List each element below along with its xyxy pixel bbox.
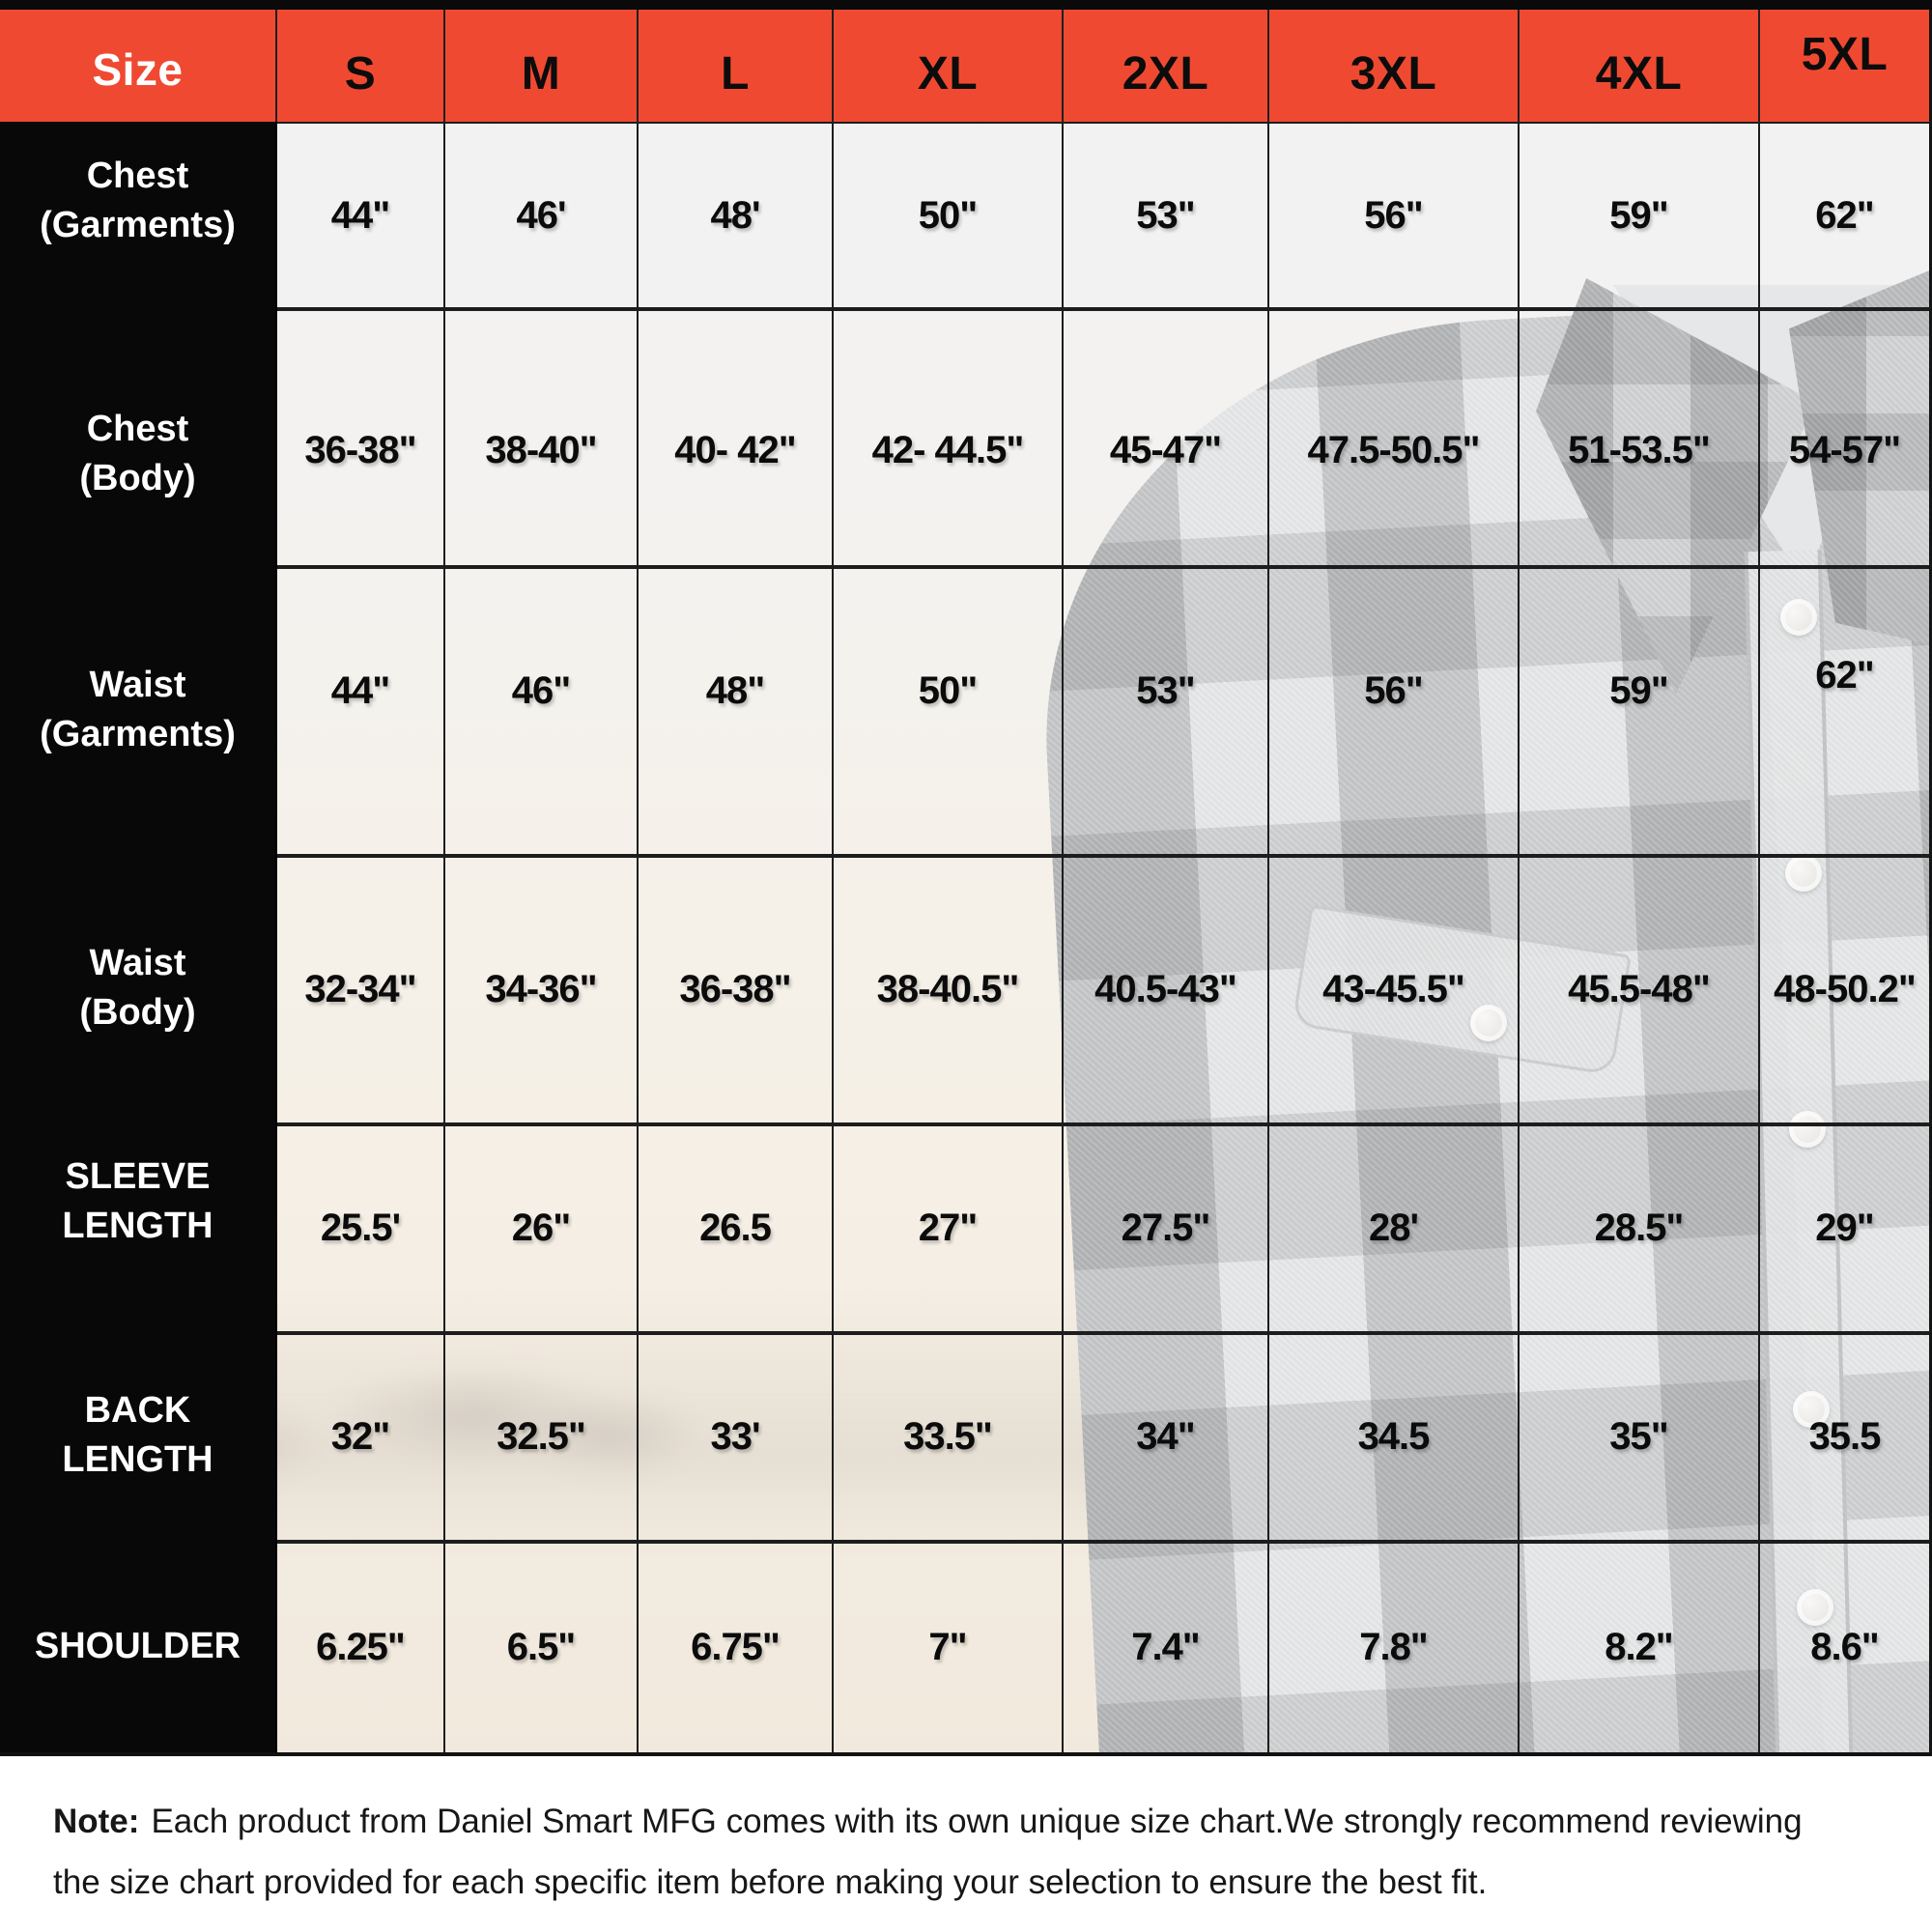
col-header-2xl: 2XL	[1064, 10, 1269, 122]
table-cell: 7.8"	[1269, 1540, 1520, 1752]
table-cell: 25.5'	[277, 1122, 445, 1331]
table-cell: 46"	[445, 565, 639, 854]
size-chart-table: Size S M L XL 2XL 3XL 4XL 5XL Chest (Gar…	[0, 10, 1932, 1752]
table-cell: 51-53.5"	[1520, 307, 1760, 565]
row-label-line: (Body)	[79, 457, 196, 498]
table-cell: 27.5"	[1064, 1122, 1269, 1331]
table-cell: 34.5	[1269, 1331, 1520, 1540]
row-label-waist-body: Waist (Body)	[0, 854, 277, 1122]
table-cell: 32"	[277, 1331, 445, 1540]
table-cell: 59"	[1520, 565, 1760, 854]
row-label-back-length: BACK LENGTH	[0, 1331, 277, 1540]
table-cell: 33'	[639, 1331, 834, 1540]
table-cell: 33.5"	[834, 1331, 1064, 1540]
size-header: Size	[0, 10, 277, 122]
table-cell: 8.2"	[1520, 1540, 1760, 1752]
table-cell: 40.5-43"	[1064, 854, 1269, 1122]
table-cell: 50"	[834, 565, 1064, 854]
row-label-line: Waist	[89, 943, 186, 984]
table-cell: 47.5-50.5"	[1269, 307, 1520, 565]
row-label-line: BACK	[84, 1390, 191, 1432]
table-cell: 6.75"	[639, 1540, 834, 1752]
row-label-waist-garments: Waist (Garments)	[0, 565, 277, 854]
table-cell: 35"	[1520, 1331, 1760, 1540]
table-cell: 38-40.5"	[834, 854, 1064, 1122]
table-cell: 38-40"	[445, 307, 639, 565]
row-label-line: (Garments)	[40, 205, 236, 245]
table-cell: 45-47"	[1064, 307, 1269, 565]
table-cell: 62"	[1760, 122, 1932, 307]
footnote: Note: Each product from Daniel Smart MFG …	[0, 1752, 1932, 1932]
table-cell: 48'	[639, 122, 834, 307]
table-cell: 7"	[834, 1540, 1064, 1752]
size-chart-grid: Size S M L XL 2XL 3XL 4XL 5XL Chest (Gar…	[0, 10, 1932, 1752]
table-cell: 6.5"	[445, 1540, 639, 1752]
row-label-chest-body: Chest (Body)	[0, 307, 277, 565]
table-cell: 40- 42"	[639, 307, 834, 565]
row-label-line: (Garments)	[40, 713, 236, 754]
table-cell: 50"	[834, 122, 1064, 307]
table-cell: 45.5-48"	[1520, 854, 1760, 1122]
table-cell: 32.5"	[445, 1331, 639, 1540]
table-cell: 34-36"	[445, 854, 639, 1122]
row-label-line: LENGTH	[62, 1439, 213, 1480]
table-cell: 36-38"	[639, 854, 834, 1122]
table-cell: 35.5	[1760, 1331, 1932, 1540]
col-header-3xl: 3XL	[1269, 10, 1520, 122]
table-cell: 7.4"	[1064, 1540, 1269, 1752]
row-label-line: Chest	[86, 156, 189, 197]
footnote-label: Note:	[53, 1803, 140, 1840]
row-label-line: Waist	[89, 664, 186, 705]
table-cell: 56"	[1269, 565, 1520, 854]
table-cell: 36-38"	[277, 307, 445, 565]
table-cell: 59"	[1520, 122, 1760, 307]
col-header-xl: XL	[834, 10, 1064, 122]
row-label-line: SHOULDER	[34, 1625, 242, 1666]
table-cell: 27"	[834, 1122, 1064, 1331]
table-cell: 46'	[445, 122, 639, 307]
table-cell: 29"	[1760, 1122, 1932, 1331]
table-cell: 54-57"	[1760, 307, 1932, 565]
row-label-line: LENGTH	[62, 1206, 213, 1246]
col-header-m: M	[445, 10, 639, 122]
table-cell: 44"	[277, 122, 445, 307]
table-cell: 48-50.2"	[1760, 854, 1932, 1122]
table-cell: 28'	[1269, 1122, 1520, 1331]
table-cell: 6.25"	[277, 1540, 445, 1752]
col-header-l: L	[639, 10, 834, 122]
table-cell: 43-45.5"	[1269, 854, 1520, 1122]
row-label-chest-garments: Chest (Garments)	[0, 122, 277, 307]
table-cell: 26.5	[639, 1122, 834, 1331]
footnote-text: Each product from Daniel Smart MFG comes…	[53, 1803, 1803, 1901]
table-cell: 28.5"	[1520, 1122, 1760, 1331]
table-cell: 48"	[639, 565, 834, 854]
table-cell: 32-34"	[277, 854, 445, 1122]
row-label-line: SLEEVE	[65, 1156, 211, 1198]
col-header-s: S	[277, 10, 445, 122]
top-border-bar	[0, 0, 1932, 10]
table-cell: 26"	[445, 1122, 639, 1331]
table-cell: 44"	[277, 565, 445, 854]
row-label-line: Chest	[86, 408, 189, 449]
table-cell: 56"	[1269, 122, 1520, 307]
table-cell: 62"	[1760, 565, 1932, 854]
table-cell: 42- 44.5"	[834, 307, 1064, 565]
table-cell: 53"	[1064, 122, 1269, 307]
row-label-line: (Body)	[79, 992, 196, 1033]
row-label-shoulder: SHOULDER	[0, 1540, 277, 1752]
table-cell: 53"	[1064, 565, 1269, 854]
col-header-4xl: 4XL	[1520, 10, 1760, 122]
col-header-5xl: 5XL	[1760, 10, 1932, 122]
table-cell: 34"	[1064, 1331, 1269, 1540]
table-cell: 8.6"	[1760, 1540, 1932, 1752]
row-label-sleeve-length: SLEEVE LENGTH	[0, 1122, 277, 1331]
